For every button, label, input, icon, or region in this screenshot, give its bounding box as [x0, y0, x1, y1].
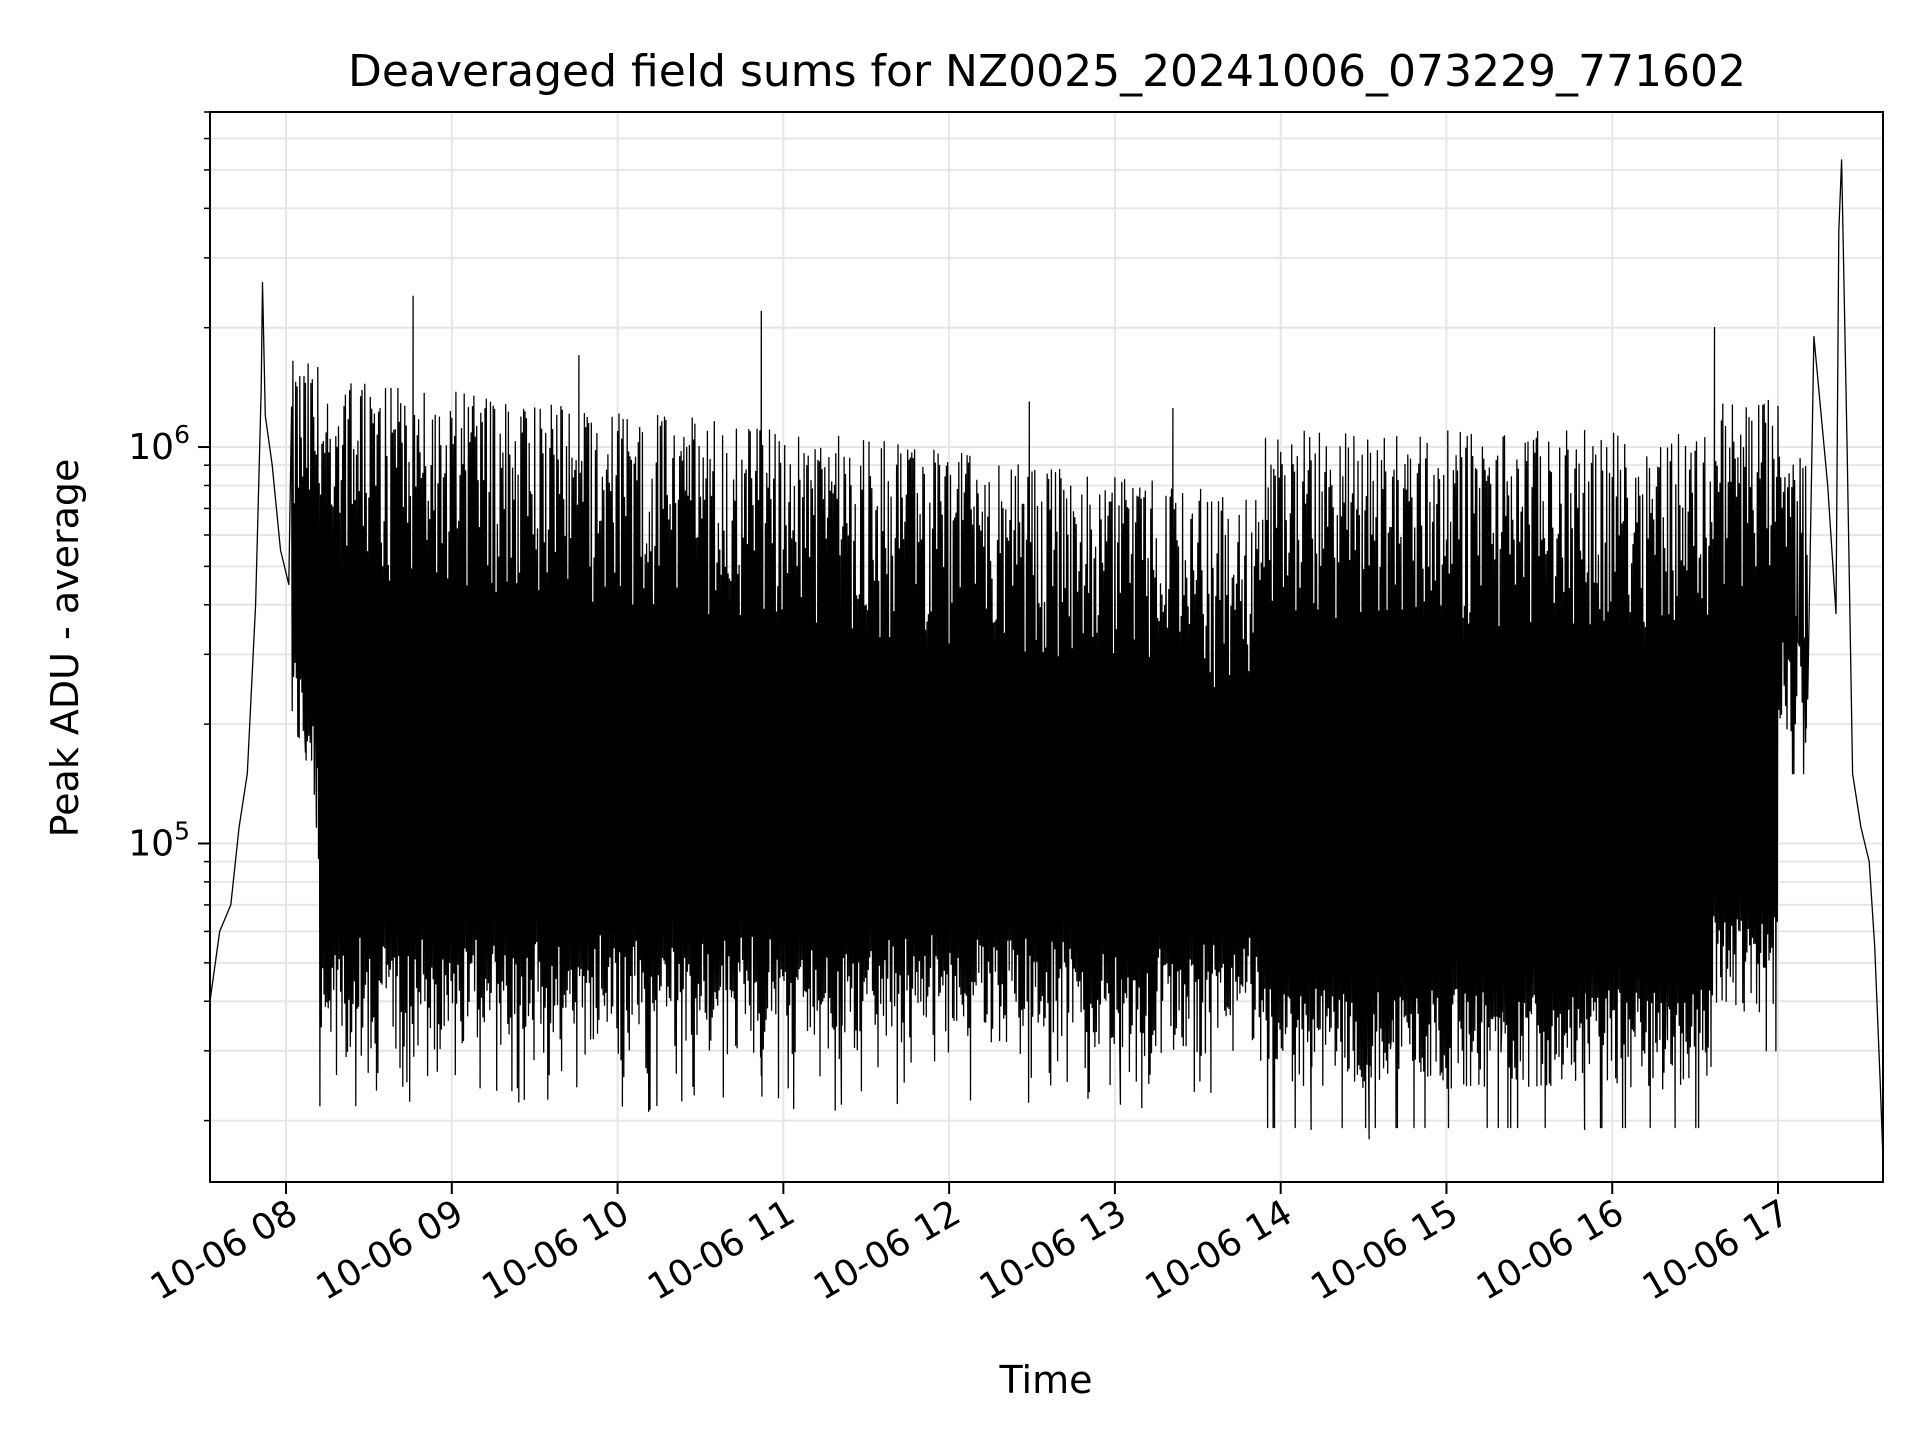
x-axis-ticks: 10-06 08 10-06 09 10-06 10 10-06 11 10-06 12… — [144, 1182, 1797, 1309]
x-tick-label: 10-06 17 — [1636, 1192, 1797, 1308]
y-tick-label: 105 — [128, 816, 190, 864]
data-series — [210, 159, 1883, 1160]
y-tick-base: 10 — [128, 427, 174, 468]
plot-area-frame — [209, 111, 1884, 1183]
y-tick-exponent: 5 — [174, 816, 190, 845]
y-axis-label: Peak ADU - average — [43, 459, 87, 838]
series-line — [210, 159, 1883, 1160]
x-tick-label: 10-06 10 — [475, 1192, 636, 1308]
x-tick-label: 10-06 13 — [973, 1192, 1134, 1308]
x-tick-label: 10-06 09 — [310, 1192, 471, 1308]
x-tick-label: 10-06 14 — [1139, 1192, 1300, 1308]
x-tick-label: 10-06 11 — [641, 1192, 802, 1308]
x-axis-label: Time — [999, 1358, 1093, 1402]
y-tick-exponent: 6 — [174, 420, 190, 449]
x-tick-label: 10-06 15 — [1304, 1192, 1465, 1308]
x-tick-label: 10-06 16 — [1470, 1192, 1631, 1308]
x-tick-label: 10-06 08 — [144, 1192, 305, 1308]
chart-title: Deaveraged field sums for NZ0025_2024100… — [348, 46, 1746, 97]
y-tick-base: 10 — [128, 823, 174, 864]
x-tick-label: 10-06 12 — [807, 1192, 968, 1308]
y-tick-label: 106 — [128, 420, 190, 468]
